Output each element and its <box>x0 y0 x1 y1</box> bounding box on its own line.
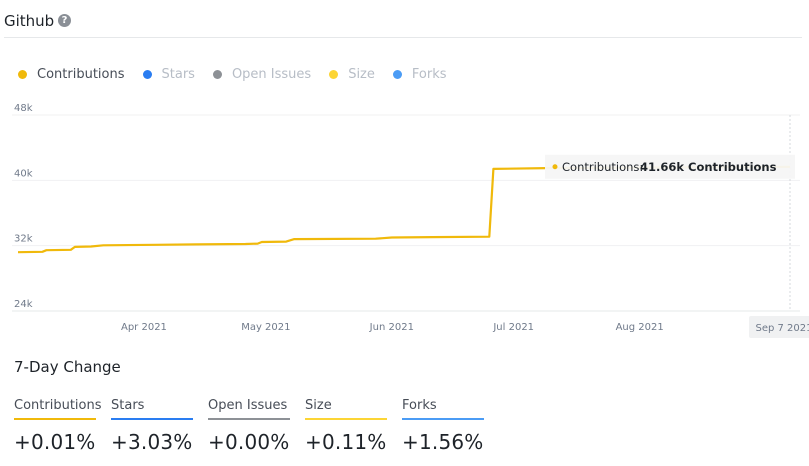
y-tick-label: 24k <box>14 299 33 310</box>
chart-header: Github ? <box>4 9 802 38</box>
legend-item-forks[interactable]: Forks <box>392 66 447 82</box>
legend-dot-icon <box>142 69 152 79</box>
tooltip-value: 41.66k Contributions <box>640 160 777 174</box>
x-tick-label: Apr 2021 <box>121 322 167 333</box>
change-size: Size +0.11% <box>305 398 387 454</box>
change-label: Open Issues <box>208 398 288 413</box>
y-tick-label: 32k <box>14 234 33 245</box>
crosshair-date-label: Sep 7 2021 <box>755 323 809 334</box>
change-value: +3.03% <box>111 430 193 454</box>
change-value: +0.00% <box>208 430 290 454</box>
change-underline <box>111 418 193 420</box>
legend-label: Size <box>348 66 375 82</box>
legend-label: Stars <box>161 66 195 82</box>
legend-dot-icon <box>212 69 222 79</box>
change-value: +1.56% <box>402 430 484 454</box>
x-tick-label: May 2021 <box>241 322 290 333</box>
change-value: +0.01% <box>14 430 96 454</box>
crosshair-label-box <box>749 316 809 338</box>
legend-item-contributions[interactable]: Contributions <box>18 67 125 82</box>
change-label: Stars <box>111 398 145 413</box>
help-circle-icon[interactable]: ? <box>58 14 71 27</box>
contributions-line-chart[interactable]: 48k 40k 32k 24k Apr 2021 May 2021 Jun 2021 Jul … <box>0 95 809 345</box>
seven-day-change-list: Contributions +0.01% Stars +3.03% Open Issue… <box>14 398 499 454</box>
change-underline <box>208 418 290 420</box>
tooltip-series-label: Contributions: <box>562 160 643 174</box>
tooltip-dot-icon <box>552 164 558 170</box>
legend-item-size[interactable]: Size <box>329 67 375 82</box>
change-underline <box>402 418 484 420</box>
contributions-series-line <box>17 165 791 254</box>
change-value: +0.11% <box>305 430 387 454</box>
legend-dot-icon <box>18 69 27 79</box>
change-label: Forks <box>402 398 437 413</box>
legend-label: Open Issues <box>231 66 312 82</box>
change-contributions: Contributions +0.01% <box>14 398 102 454</box>
legend-label: Contributions <box>37 66 125 82</box>
change-label: Contributions <box>14 398 102 413</box>
y-tick-label: 48k <box>14 103 33 114</box>
chart-legend: Contributions Stars Open Issues Size Forks <box>18 64 465 84</box>
change-label: Size <box>305 398 332 413</box>
change-open-issues: Open Issues +0.00% <box>208 398 290 454</box>
legend-label: Forks <box>411 66 447 82</box>
legend-dot-icon <box>329 69 339 79</box>
legend-item-stars[interactable]: Stars <box>142 66 195 82</box>
tooltip-box <box>545 154 795 179</box>
legend-dot-icon <box>392 69 402 79</box>
change-underline <box>305 418 387 420</box>
change-forks: Forks +1.56% <box>402 398 484 454</box>
change-stars: Stars +3.03% <box>111 398 193 454</box>
x-tick-label: Aug 2021 <box>616 322 664 333</box>
change-underline <box>14 418 96 420</box>
legend-item-open-issues[interactable]: Open Issues <box>212 66 312 82</box>
x-tick-label: Jun 2021 <box>369 322 414 333</box>
x-tick-label: Jul 2021 <box>492 322 534 333</box>
y-tick-label: 40k <box>14 168 33 179</box>
seven-day-change-title: 7-Day Change <box>14 358 121 376</box>
chart-title: Github <box>4 12 55 30</box>
